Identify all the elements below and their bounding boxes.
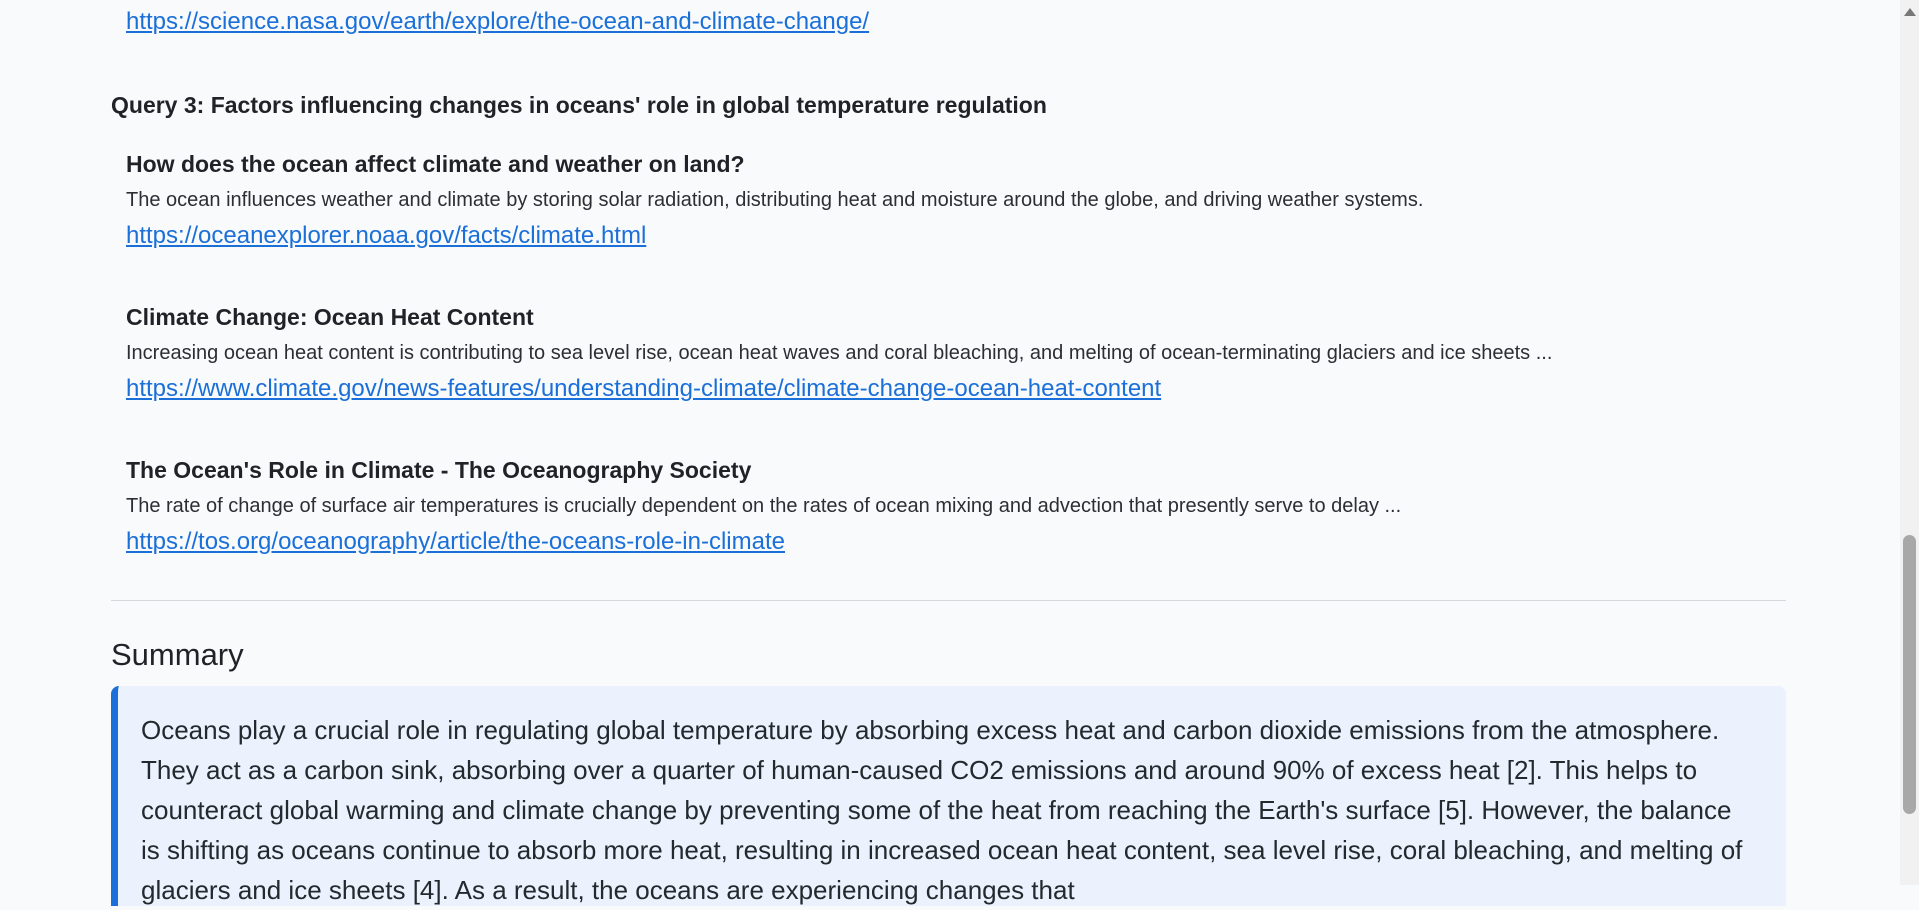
result-snippet: The ocean influences weather and climate… [126, 189, 1424, 211]
source-link[interactable]: https://science.nasa.gov/earth/explore/t… [126, 8, 870, 35]
summary-box: Oceans play a crucial role in regulating… [111, 686, 1786, 906]
query-heading: Query 3: Factors influencing changes in … [111, 92, 1047, 118]
divider [111, 600, 1786, 601]
result-link[interactable]: https://oceanexplorer.noaa.gov/facts/cli… [126, 222, 647, 249]
scroll-up-arrow[interactable] [1904, 8, 1916, 16]
scroll-thumb[interactable] [1903, 535, 1916, 814]
result-snippet: The rate of change of surface air temper… [126, 495, 1402, 517]
screen: {"top_link": "https://science.nasa.gov/e… [111, 0, 1919, 906]
result-title: How does the ocean affect climate and we… [126, 151, 745, 177]
result-link[interactable]: https://www.climate.gov/news-features/un… [126, 375, 1162, 402]
result-link[interactable]: https://tos.org/oceanography/article/the… [126, 528, 785, 555]
scrollbar[interactable] [1900, 0, 1919, 885]
summary-heading: Summary [111, 637, 244, 672]
result-title: Climate Change: Ocean Heat Content [126, 304, 534, 330]
result-snippet: Increasing ocean heat content is contrib… [126, 342, 1553, 364]
page: Search results html, body { margin: 0; p… [111, 0, 1919, 906]
result-title: The Ocean's Role in Climate - The Oceano… [126, 457, 752, 483]
summary-text: Oceans play a crucial role in regulating… [141, 715, 1743, 905]
